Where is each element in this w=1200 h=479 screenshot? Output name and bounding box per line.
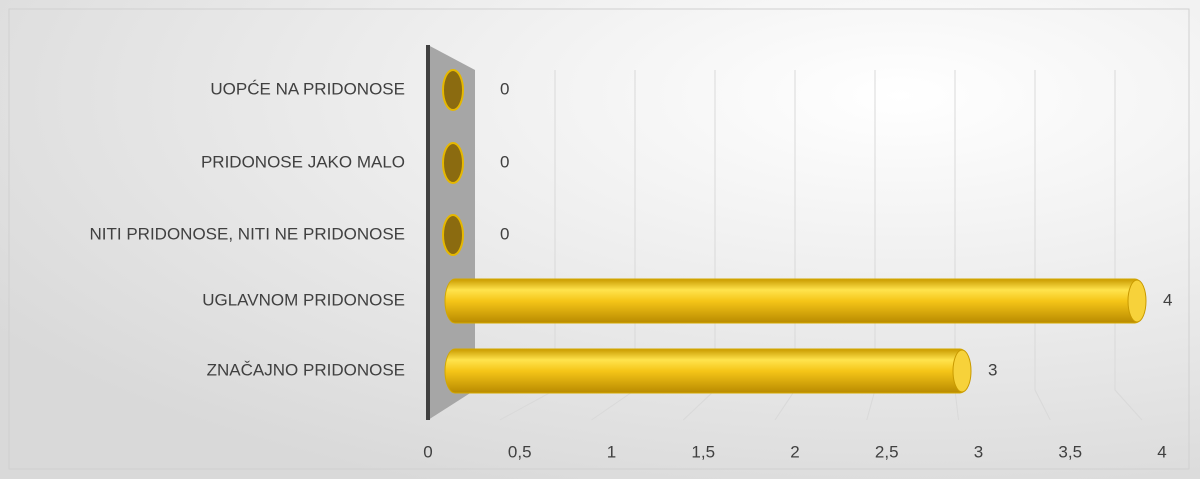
x-tick-label: 1,5 <box>691 442 715 461</box>
y-tick-label: UGLAVNOM PRIDONOSE <box>202 290 405 309</box>
data-label: 4 <box>1163 290 1172 309</box>
bar <box>444 348 971 394</box>
data-label: 0 <box>500 79 509 98</box>
x-tick-label: 2,5 <box>875 442 899 461</box>
x-tick-label: 0,5 <box>508 442 532 461</box>
x-tick-label: 3,5 <box>1058 442 1082 461</box>
data-label: 0 <box>500 224 509 243</box>
x-tick-label: 3 <box>974 442 983 461</box>
bar-cap <box>1127 279 1147 323</box>
bar-cap <box>952 349 972 393</box>
x-tick-label: 0 <box>423 442 432 461</box>
bar <box>442 214 464 256</box>
y-tick-label: ZNAČAJNO PRIDONOSE <box>207 360 405 379</box>
data-label: 3 <box>988 360 997 379</box>
y-tick-label: PRIDONOSE JAKO MALO <box>201 152 405 171</box>
x-tick-label: 2 <box>790 442 799 461</box>
x-tick-label: 4 <box>1157 442 1166 461</box>
grid-line <box>1034 70 1051 421</box>
bar <box>442 142 464 184</box>
plot-border <box>8 8 1190 470</box>
grid-line <box>1114 70 1143 421</box>
bar <box>442 69 464 111</box>
bar <box>444 278 1146 324</box>
data-label: 0 <box>500 152 509 171</box>
y-tick-label: UOPĆE NA PRIDONOSE <box>210 79 405 98</box>
x-tick-label: 1 <box>607 442 616 461</box>
y-tick-label: NITI PRIDONOSE, NITI NE PRIDONOSE <box>90 224 405 243</box>
